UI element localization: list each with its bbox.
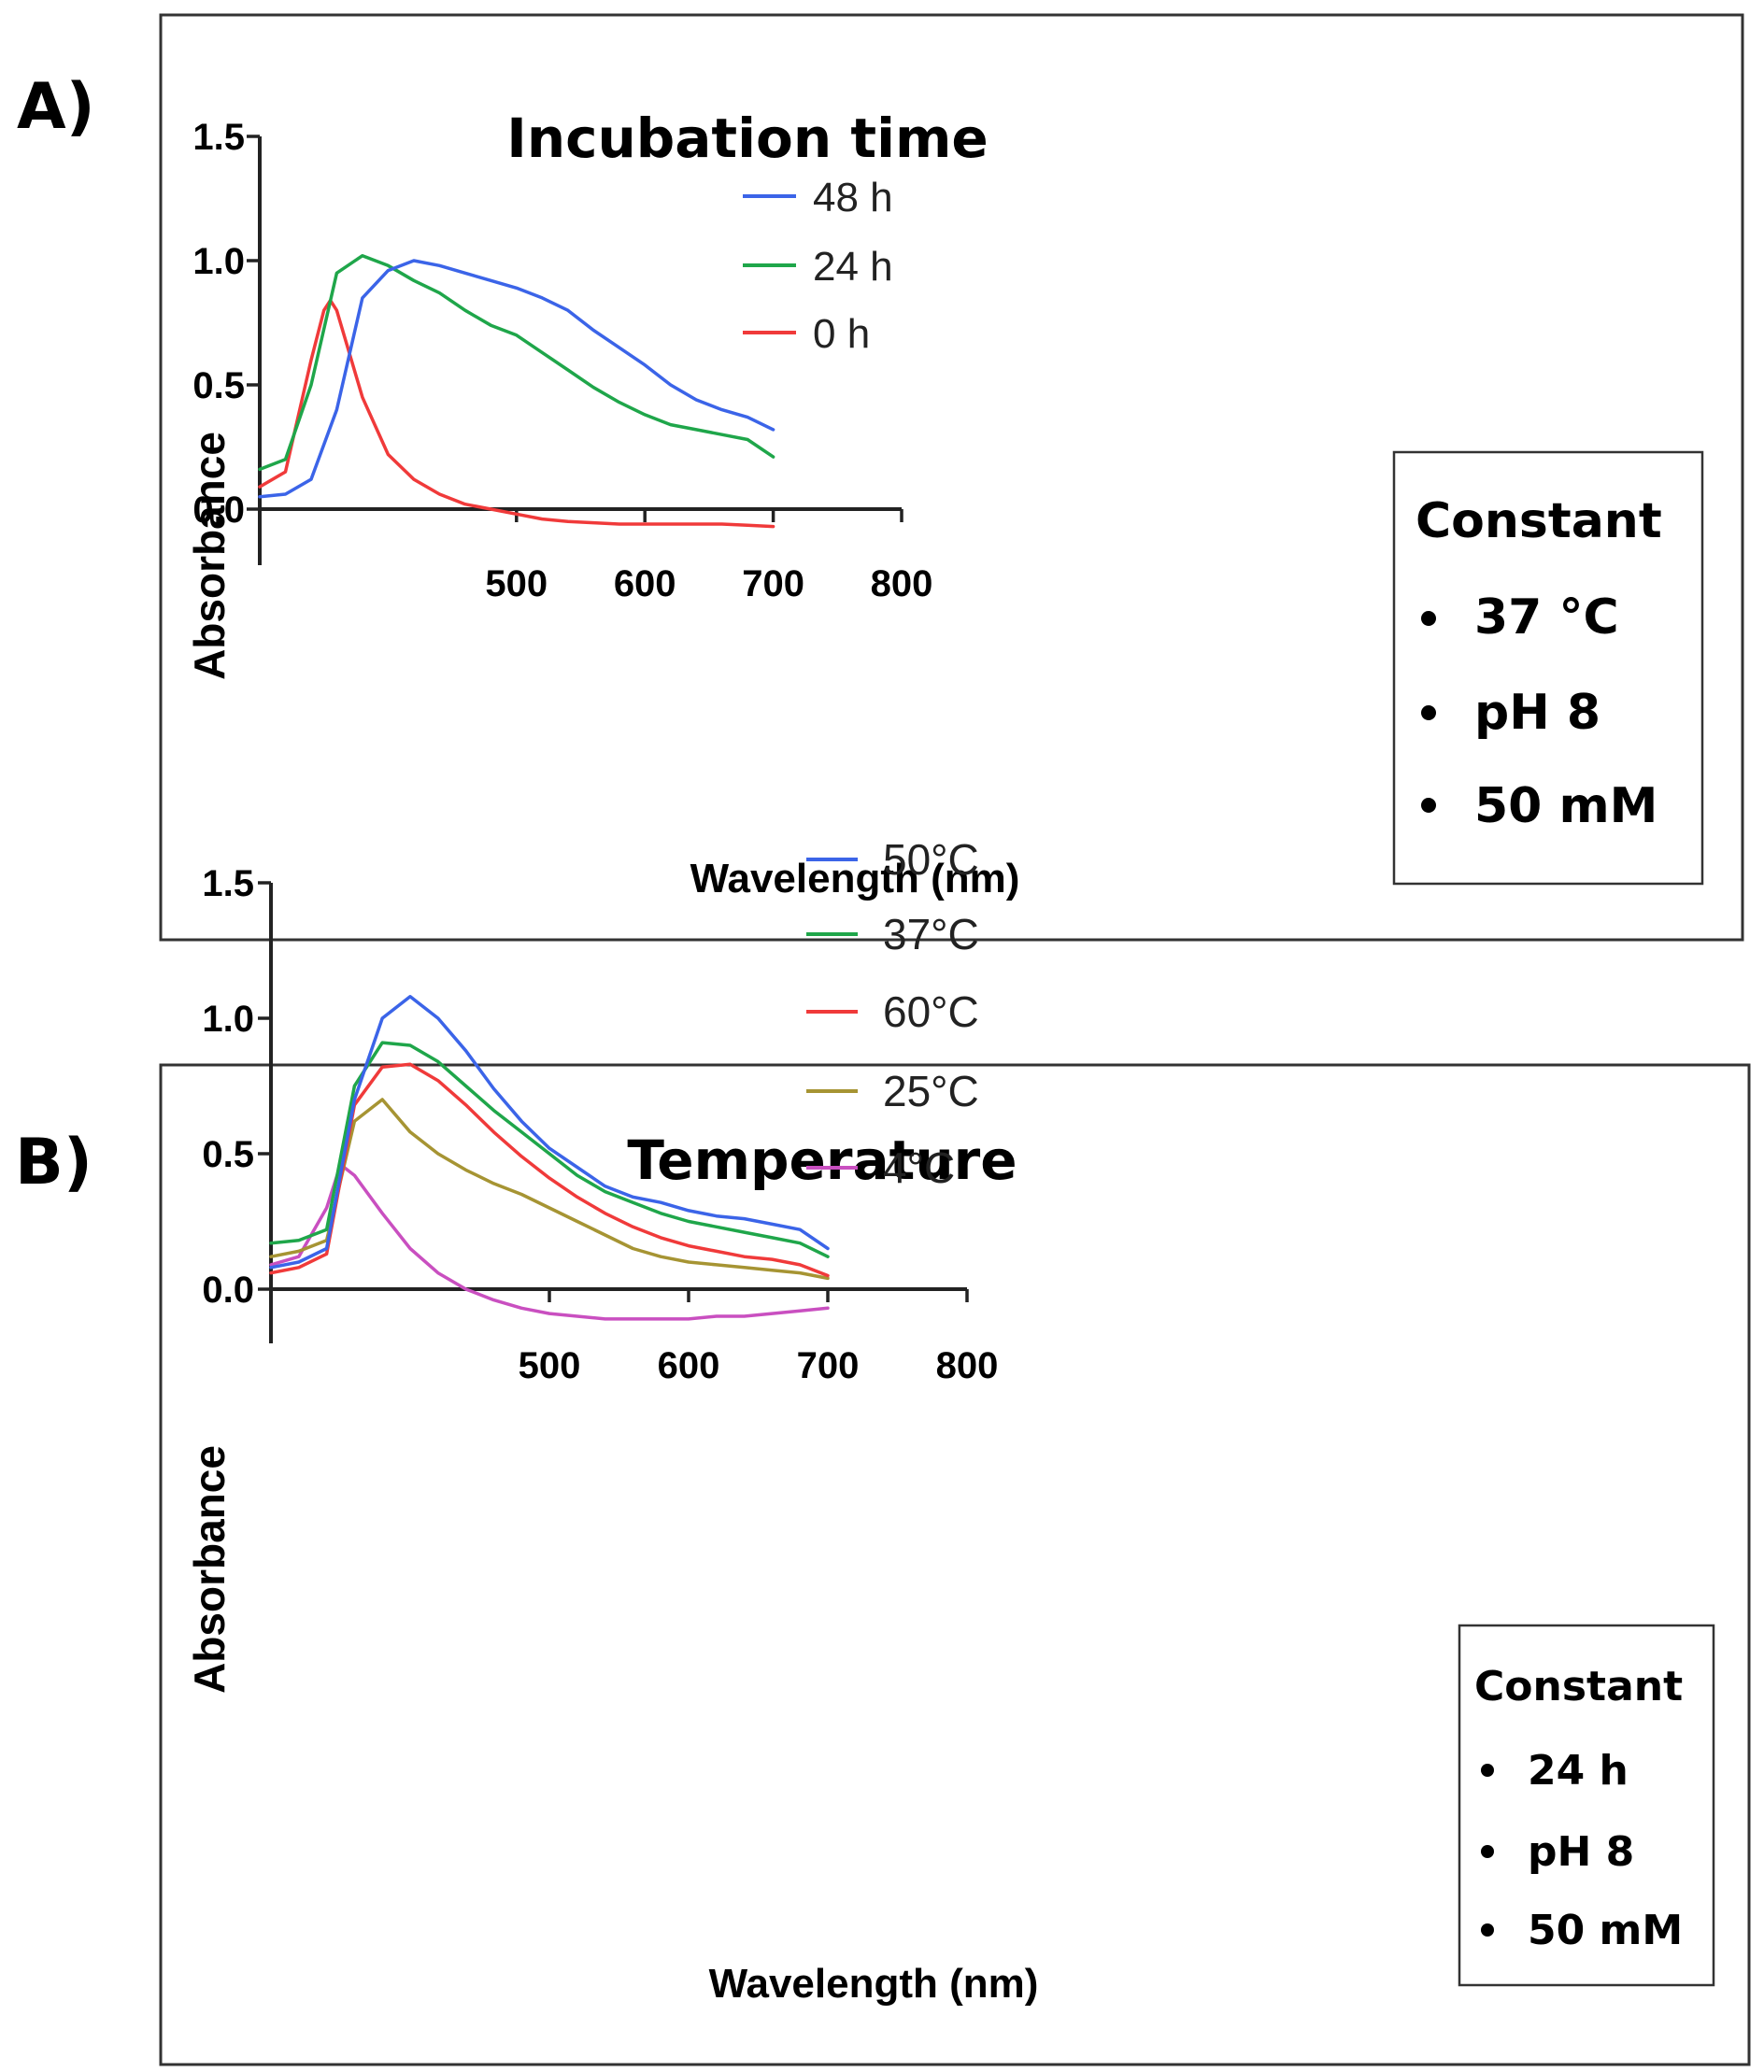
series-line-25-c — [269, 1098, 830, 1281]
y-tick-label: 1.5 — [192, 117, 245, 158]
constant-item: 24 h — [1528, 1747, 1629, 1795]
y-tick-label: 0.5 — [192, 365, 245, 406]
bullet-icon — [1481, 1923, 1494, 1937]
y-tick-label: 0.0 — [202, 1270, 254, 1311]
bullet-icon — [1421, 611, 1436, 626]
x-tick-label: 600 — [658, 1345, 720, 1386]
y-tick-label: 1.0 — [202, 999, 254, 1040]
panel-b-letter: B) — [15, 1126, 92, 1199]
y-tick-label: 0.0 — [192, 490, 245, 531]
x-axis-label: Wavelength (nm) — [690, 856, 1020, 901]
constant-item: 50 mM — [1474, 778, 1657, 834]
legend-label: 48 h — [813, 175, 893, 220]
x-tick-label: 700 — [742, 563, 804, 604]
constant-title: Constant — [1415, 493, 1662, 549]
y-axis-label: Absorbance — [185, 432, 234, 680]
y-tick-label: 0.5 — [202, 1134, 254, 1175]
legend-label: 60°C — [883, 987, 979, 1036]
bullet-icon — [1481, 1764, 1494, 1777]
constant-item: pH 8 — [1474, 685, 1600, 741]
bullet-icon — [1421, 705, 1436, 720]
chart-title: Temperature — [627, 1128, 1017, 1192]
legend-label: 25°C — [883, 1067, 979, 1115]
legend-label: 50°C — [883, 835, 979, 884]
series-line-48-h — [258, 259, 775, 499]
x-tick-label: 500 — [519, 1345, 581, 1386]
constant-item: 37 °C — [1474, 589, 1619, 646]
series-line-60-c — [269, 1062, 830, 1278]
chart-title: Incubation time — [506, 106, 989, 170]
series-line-4-c — [269, 1162, 830, 1321]
constant-box — [1392, 450, 1704, 886]
constant-item: pH 8 — [1528, 1828, 1634, 1876]
panel-a-frame — [159, 13, 1744, 942]
constant-box — [1458, 1624, 1715, 1987]
legend-label: 4°C — [883, 1143, 955, 1192]
x-tick-label: 500 — [485, 563, 548, 604]
series-line-50-c — [269, 995, 830, 1270]
constant-item: 50 mM — [1528, 1907, 1683, 1954]
series-layer — [258, 253, 775, 529]
x-tick-label: 800 — [936, 1345, 999, 1386]
x-axis-label: Wavelength (nm) — [709, 1961, 1039, 2007]
y-axis-label: Absorbance — [185, 1445, 234, 1694]
panel-b-chart: Temperature 0.0 0.5 1.0 1.5 500 600 700 800 Wav… — [185, 835, 1715, 2007]
series-layer — [269, 995, 830, 1321]
panel-a-chart: Incubation time 0.0 0.5 1.0 1.5 500 600 700 800… — [185, 106, 1704, 901]
series-line-24-h — [258, 253, 775, 472]
legend-label: 37°C — [883, 910, 979, 958]
bullet-icon — [1481, 1845, 1494, 1858]
y-tick-label: 1.5 — [202, 863, 254, 904]
panel-a-letter: A) — [17, 70, 95, 144]
panel-b-frame — [159, 1063, 1751, 2066]
x-tick-label: 600 — [614, 563, 676, 604]
x-tick-label: 800 — [871, 563, 933, 604]
x-tick-label: 700 — [797, 1345, 860, 1386]
y-tick-label: 1.0 — [192, 241, 245, 282]
legend-label: 0 h — [813, 311, 870, 357]
bullet-icon — [1421, 798, 1436, 813]
legend-label: 24 h — [813, 244, 893, 290]
constant-title: Constant — [1474, 1663, 1683, 1710]
